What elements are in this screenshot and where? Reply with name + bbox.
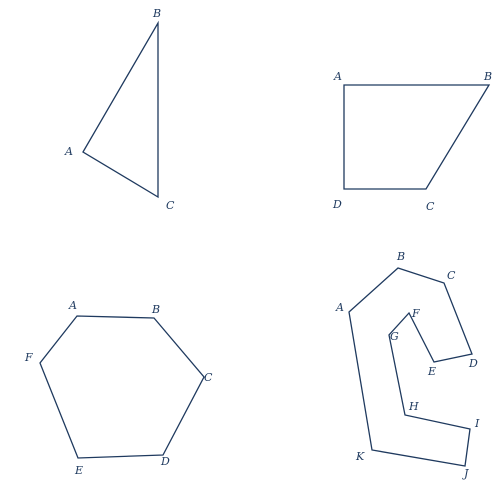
quadrilateral-outline: [343, 84, 491, 190]
concave-polygon-vertex-label-b: B: [396, 250, 405, 263]
concave-polygon-vertex-label-c: C: [447, 269, 456, 282]
triangle-figure: A B C: [64, 7, 175, 212]
concave-polygon-outline: [348, 267, 473, 467]
triangle-vertex-label-b: B: [152, 7, 161, 20]
hexagon-outline: [39, 315, 205, 459]
quadrilateral-vertex-label-d: D: [332, 198, 342, 211]
concave-polygon-vertex-label-g: G: [390, 330, 399, 343]
triangle-outline: [82, 20, 159, 199]
concave-polygon-vertex-label-e: E: [427, 365, 436, 378]
triangle-vertex-label-c: C: [166, 199, 175, 212]
hexagon-vertex-label-a: A: [68, 299, 77, 312]
concave-polygon-vertex-label-d: D: [468, 357, 478, 370]
concave-polygon-vertex-label-j: J: [462, 467, 469, 480]
concave-polygon-vertex-label-i: I: [474, 417, 480, 430]
hexagon-vertex-label-f: F: [24, 351, 33, 364]
triangle-vertex-label-a: A: [64, 145, 73, 158]
concave-polygon-vertex-label-k: K: [355, 450, 365, 463]
concave-polygon-vertex-label-h: H: [408, 400, 419, 413]
concave-polygon-vertex-label-a: A: [335, 301, 344, 314]
quadrilateral-vertex-label-b: B: [483, 70, 492, 83]
quadrilateral-vertex-label-a: A: [333, 70, 342, 83]
hexagon-vertex-label-b: B: [151, 303, 160, 316]
concave-polygon-vertex-label-f: F: [411, 307, 420, 320]
quadrilateral-figure: A B C D: [332, 70, 492, 213]
hexagon-vertex-label-e: E: [74, 464, 83, 477]
concave-polygon-figure: A B C D E FG H I J K: [335, 250, 480, 480]
hexagon-vertex-label-d: D: [160, 455, 170, 468]
hexagon-vertex-label-c: C: [204, 371, 213, 384]
quadrilateral-vertex-label-c: C: [426, 200, 435, 213]
hexagon-figure: A B C D E F: [24, 299, 213, 477]
